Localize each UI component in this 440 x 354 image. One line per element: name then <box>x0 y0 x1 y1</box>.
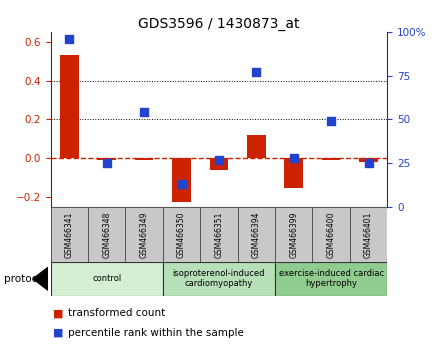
Bar <box>312 207 350 262</box>
Point <box>66 36 73 42</box>
Bar <box>125 207 163 262</box>
Point <box>103 160 110 166</box>
Bar <box>51 262 163 296</box>
Bar <box>135 159 154 160</box>
Text: GSM466341: GSM466341 <box>65 211 74 258</box>
Point <box>290 155 297 161</box>
Text: GSM466394: GSM466394 <box>252 211 261 258</box>
Bar <box>359 159 378 162</box>
Point <box>216 157 222 162</box>
Text: isoproterenol-induced
cardiomyopathy: isoproterenol-induced cardiomyopathy <box>172 269 265 289</box>
Bar <box>200 207 238 262</box>
Text: GSM466400: GSM466400 <box>326 211 336 258</box>
Bar <box>60 55 79 159</box>
Text: GSM466348: GSM466348 <box>102 211 111 258</box>
Bar <box>163 207 200 262</box>
Bar <box>51 207 88 262</box>
Text: GSM466401: GSM466401 <box>364 211 373 258</box>
Point <box>365 160 372 166</box>
Point <box>253 69 260 75</box>
Text: GSM466399: GSM466399 <box>289 211 298 258</box>
Bar <box>275 207 312 262</box>
Title: GDS3596 / 1430873_at: GDS3596 / 1430873_at <box>138 17 300 31</box>
Bar <box>209 159 228 170</box>
Bar <box>275 262 387 296</box>
Bar <box>350 207 387 262</box>
Polygon shape <box>33 267 48 291</box>
Bar <box>238 207 275 262</box>
Point <box>178 182 185 187</box>
Text: ■: ■ <box>53 308 63 318</box>
Bar <box>172 159 191 202</box>
Point <box>141 110 148 115</box>
Bar <box>97 159 116 160</box>
Bar <box>88 207 125 262</box>
Text: GSM466350: GSM466350 <box>177 211 186 258</box>
Text: GSM466349: GSM466349 <box>139 211 149 258</box>
Bar <box>322 159 341 160</box>
Text: protocol: protocol <box>4 274 47 284</box>
Text: control: control <box>92 274 121 283</box>
Text: percentile rank within the sample: percentile rank within the sample <box>68 328 244 338</box>
Text: ■: ■ <box>53 328 63 338</box>
Text: GSM466351: GSM466351 <box>214 211 224 258</box>
Bar <box>284 159 303 188</box>
Point <box>327 118 335 124</box>
Bar <box>163 262 275 296</box>
Text: exercise-induced cardiac
hypertrophy: exercise-induced cardiac hypertrophy <box>279 269 384 289</box>
Text: transformed count: transformed count <box>68 308 165 318</box>
Bar <box>247 135 266 159</box>
